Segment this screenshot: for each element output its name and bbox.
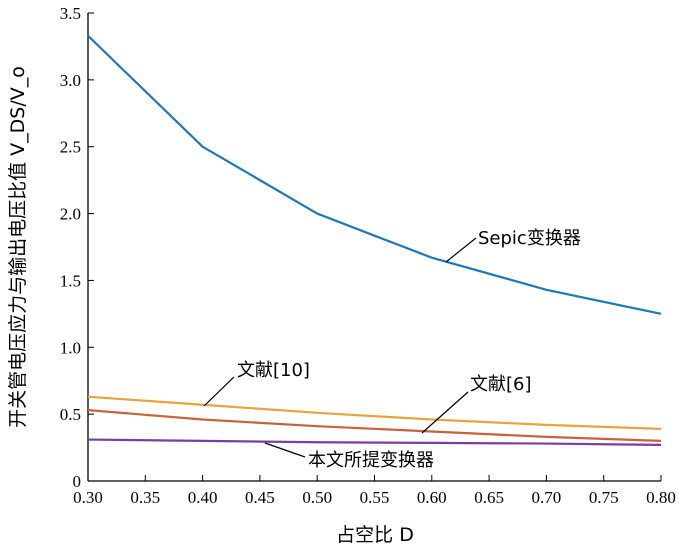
x-tick-label: 0.60 xyxy=(417,488,447,507)
leader-sepic xyxy=(445,237,477,263)
x-tick-label: 0.80 xyxy=(646,488,676,507)
y-tick-label: 2.5 xyxy=(60,138,81,157)
series-line-3 xyxy=(87,438,662,446)
leader-ref6 xyxy=(421,391,469,434)
x-tick-label: 0.55 xyxy=(360,488,390,507)
series-line-0 xyxy=(87,34,662,315)
annotation-sepic: Sepic变换器 xyxy=(478,228,581,249)
y-tick-label: 3.5 xyxy=(60,4,81,23)
annotation-ref6: 文献[6] xyxy=(470,374,532,395)
x-ticks: 0.30 0.35 0.40 0.45 0.50 0.55 0.60 0.65 0.70 0.75… xyxy=(73,475,676,507)
x-tick-label: 0.45 xyxy=(245,488,275,507)
annotation-proposed: 本文所提变换器 xyxy=(308,450,434,471)
x-tick-label: 0.30 xyxy=(73,488,103,507)
y-tick-label: 2.0 xyxy=(60,205,81,224)
x-tick-label: 0.35 xyxy=(130,488,160,507)
x-tick-label: 0.70 xyxy=(532,488,562,507)
series-line-2 xyxy=(87,409,662,442)
y-tick-label: 1.5 xyxy=(60,271,81,290)
x-tick-label: 0.50 xyxy=(302,488,332,507)
y-tick-label: 0 xyxy=(73,472,82,491)
annotation-ref10: 文献[10] xyxy=(237,360,310,381)
series-line-1 xyxy=(87,395,662,430)
x-tick-label: 0.75 xyxy=(589,488,619,507)
x-axis-title: 占空比 D xyxy=(336,524,414,546)
series-group xyxy=(87,34,662,446)
y-tick-label: 3.0 xyxy=(60,71,81,90)
y-ticks: 0 0.5 1.0 1.5 2.0 2.5 3.0 3.5 xyxy=(60,4,94,491)
leader-ref10 xyxy=(203,376,235,407)
y-tick-label: 1.0 xyxy=(60,338,81,357)
x-tick-label: 0.65 xyxy=(474,488,504,507)
y-axis-title: 开关管电压应力与输出电压比值 V_DS/V_o xyxy=(7,66,29,428)
x-tick-label: 0.40 xyxy=(188,488,218,507)
leader-proposed xyxy=(264,442,306,458)
y-tick-label: 0.5 xyxy=(60,405,81,424)
